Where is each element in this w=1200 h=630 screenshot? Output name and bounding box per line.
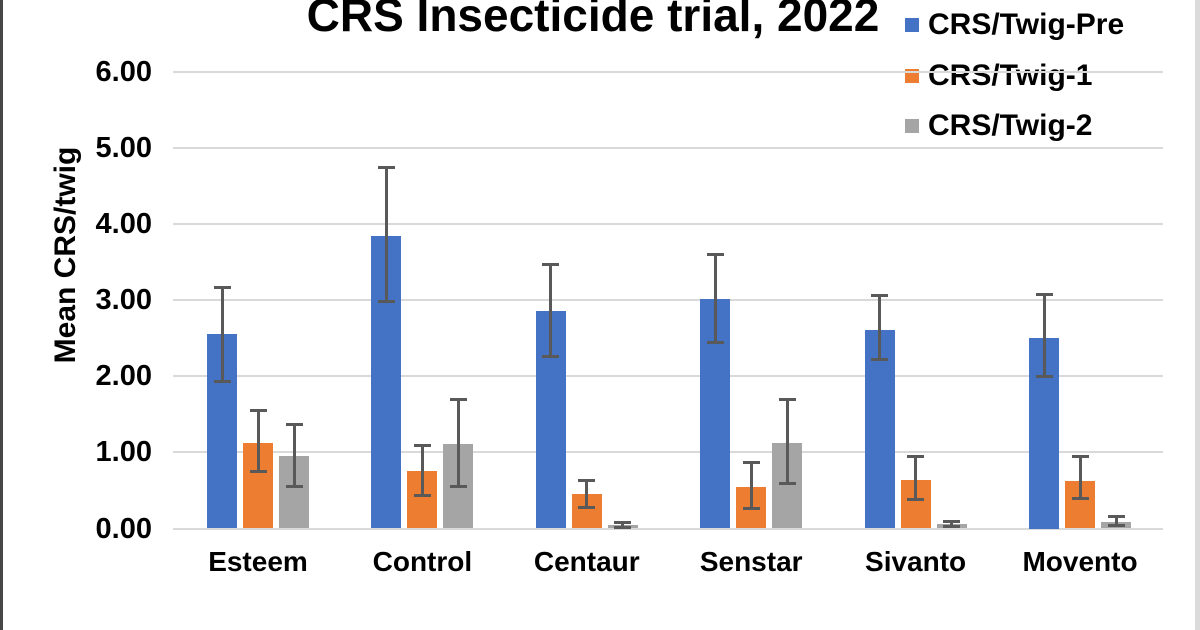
error-cap-bottom-CRS/Twig-Pre-Movento [1035,375,1053,379]
gridline-2.00 [173,375,1163,378]
error-bar-CRS/Twig-2-Senstar [785,399,789,485]
error-cap-bottom-CRS/Twig-Pre-Centaur [542,355,560,359]
gridline-0.00 [173,527,1163,530]
error-cap-bottom-CRS/Twig-Pre-Sivanto [871,358,889,362]
y-tick-label-5.00: 5.00 [95,132,152,164]
y-tick-label-3.00: 3.00 [95,284,152,317]
x-tick-label-Esteem: Esteem [208,546,308,577]
y-tick-label-0.00: 0.00 [95,512,152,545]
error-bar-CRS/Twig-1-Movento [1078,456,1082,499]
error-cap-bottom-CRS/Twig-1-Esteem [249,470,267,474]
error-bar-CRS/Twig-Pre-Control [384,167,388,303]
x-tick-label-Sivanto: Sivanto [865,546,967,577]
error-bar-CRS/Twig-1-Sivanto [914,456,918,500]
y-tick-label-1.00: 1.00 [95,436,152,469]
error-bar-CRS/Twig-Pre-Sivanto [878,294,882,361]
error-bar-CRS/Twig-2-Centaur [621,521,625,528]
gridline-5.00 [173,147,1163,149]
bar-CRS/Twig-Pre-Sivanto [864,329,895,529]
right-border-strip [1195,0,1200,630]
error-cap-top-CRS/Twig-2-Sivanto [943,519,961,523]
error-cap-bottom-CRS/Twig-Pre-Senstar [706,340,724,344]
error-cap-bottom-CRS/Twig-2-Movento [1107,524,1125,528]
error-cap-top-CRS/Twig-1-Centaur [578,478,596,482]
error-cap-top-CRS/Twig-Pre-Senstar [706,252,724,256]
error-cap-top-CRS/Twig-Pre-Esteem [213,286,231,290]
error-cap-top-CRS/Twig-Pre-Control [377,166,395,170]
error-bar-CRS/Twig-1-Senstar [749,461,753,510]
legend-swatch-gray-icon [905,119,919,133]
y-tick-label-2.00: 2.00 [95,360,152,393]
error-bar-CRS/Twig-Pre-Movento [1042,294,1046,378]
chart-title: CRS Insecticide trial, 2022 [306,0,880,41]
error-cap-bottom-CRS/Twig-2-Senstar [778,482,796,486]
legend-swatch-blue-icon [905,18,919,32]
error-cap-bottom-CRS/Twig-2-Centaur [614,525,632,529]
error-cap-bottom-CRS/Twig-Pre-Control [377,300,395,304]
legend-item-pre: CRS/Twig-Pre [905,8,1125,41]
error-bar-CRS/Twig-2-Sivanto [950,520,954,527]
error-cap-bottom-CRS/Twig-2-Esteem [285,484,303,488]
error-bar-CRS/Twig-Pre-Esteem [220,287,224,382]
error-cap-top-CRS/Twig-2-Movento [1107,515,1125,519]
gridline-4.00 [173,223,1163,226]
legend-label-twig2: CRS/Twig-2 [928,109,1093,142]
error-cap-top-CRS/Twig-2-Control [449,398,467,402]
error-bar-CRS/Twig-Pre-Senstar [713,253,717,343]
y-tick-label-6.00: 6.00 [95,55,152,88]
error-bar-CRS/Twig-1-Esteem [256,409,260,473]
y-tick-label-4.00: 4.00 [95,208,152,241]
left-border-strip [0,0,3,630]
error-cap-bottom-CRS/Twig-2-Control [449,485,467,489]
error-bar-CRS/Twig-2-Movento [1114,516,1118,527]
error-cap-top-CRS/Twig-2-Centaur [614,520,632,524]
legend-item-twig2: CRS/Twig-2 [905,109,1093,142]
error-cap-bottom-CRS/Twig-Pre-Esteem [213,379,231,383]
error-cap-bottom-CRS/Twig-1-Movento [1071,496,1089,500]
error-cap-bottom-CRS/Twig-2-Sivanto [943,524,961,528]
error-cap-top-CRS/Twig-1-Senstar [742,460,760,464]
legend-item-twig1: CRS/Twig-1 [905,59,1093,92]
legend-label-twig1: CRS/Twig-1 [928,59,1093,92]
error-cap-top-CRS/Twig-2-Senstar [778,398,796,402]
error-cap-top-CRS/Twig-1-Movento [1071,455,1089,459]
error-cap-top-CRS/Twig-1-Control [413,443,431,447]
legend-label-pre: CRS/Twig-Pre [928,8,1125,41]
error-cap-bottom-CRS/Twig-1-Senstar [742,507,760,511]
error-cap-top-CRS/Twig-1-Sivanto [907,455,925,459]
x-tick-label-Control: Control [372,546,473,577]
error-cap-bottom-CRS/Twig-1-Centaur [578,505,596,509]
error-cap-top-CRS/Twig-1-Esteem [249,408,267,412]
error-bar-CRS/Twig-2-Control [456,399,460,488]
error-bar-CRS/Twig-1-Centaur [585,479,589,508]
gridline-1.00 [173,451,1163,454]
error-bar-CRS/Twig-Pre-Centaur [549,263,553,358]
error-cap-bottom-CRS/Twig-1-Sivanto [907,497,925,501]
error-cap-top-CRS/Twig-Pre-Sivanto [871,293,889,297]
error-bar-CRS/Twig-1-Control [420,444,424,496]
error-cap-top-CRS/Twig-Pre-Movento [1035,293,1053,297]
error-cap-top-CRS/Twig-Pre-Centaur [542,262,560,266]
gridline-6.00 [173,70,1163,73]
error-bar-CRS/Twig-2-Esteem [292,424,296,487]
x-tick-label-Movento: Movento [1022,546,1138,577]
x-tick-label-Senstar: Senstar [699,546,803,577]
x-tick-label-Centaur: Centaur [533,546,640,577]
gridline-3.00 [173,299,1163,302]
error-cap-bottom-CRS/Twig-1-Control [413,493,431,497]
error-cap-top-CRS/Twig-2-Esteem [285,423,303,427]
